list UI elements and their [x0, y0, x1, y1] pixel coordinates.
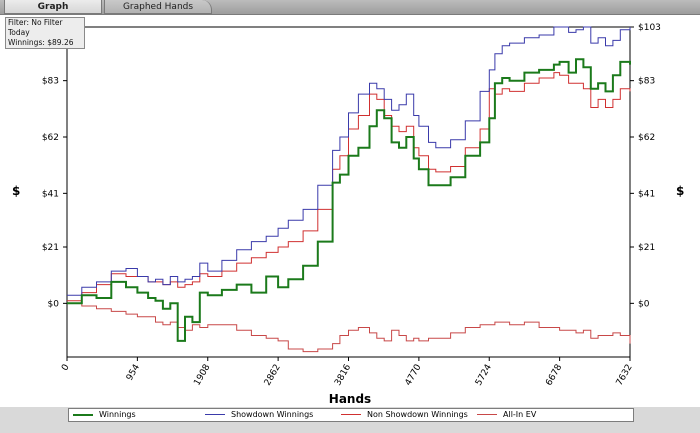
winnings-total: Winnings: $89.26	[8, 38, 74, 47]
y-tick-label-right: $0	[638, 299, 650, 309]
series	[67, 26, 631, 353]
legend-item-non-showdown: Non Showdown Winnings	[341, 409, 468, 421]
x-tick-label: 2862	[263, 363, 283, 388]
legend-item-winnings: Winnings	[73, 409, 136, 421]
series-line-winnings	[67, 58, 631, 342]
winnings-chart: 0 954 1908 2862 3816 4770 5724 6678 7632 $0 $0 $21 $…	[12, 23, 684, 406]
tab-graph[interactable]: Graph	[4, 0, 102, 14]
date-label: Today	[8, 28, 30, 37]
legend-item-showdown: Showdown Winnings	[205, 409, 313, 421]
legend-label: All-In EV	[503, 410, 537, 419]
y-tick-label-right: $103	[638, 23, 661, 33]
legend-label: Non Showdown Winnings	[367, 410, 468, 419]
legend-item-allin-ev: All-In EV	[477, 409, 536, 421]
y-tick-label-right: $62	[638, 133, 655, 143]
y-tick-label-right: $41	[638, 189, 655, 199]
tab-graphed-hands[interactable]: Graphed Hands	[104, 0, 212, 14]
legend-swatch-non-showdown	[341, 414, 361, 415]
x-tick-label: 3816	[333, 363, 353, 388]
filter-info-box: Filter: No Filter Today Winnings: $89.26	[5, 17, 85, 49]
legend-swatch-winnings	[73, 413, 93, 416]
y-axis-label-left: $	[12, 184, 20, 198]
y-axis-label-right: $	[676, 184, 684, 198]
tab-bar: Graph Graphed Hands	[0, 0, 700, 15]
chart-area: 0 954 1908 2862 3816 4770 5724 6678 7632 $0 $0 $21 $…	[0, 15, 700, 407]
y-tick-label-left: $0	[48, 299, 60, 309]
x-tick-label: 1908	[192, 363, 212, 388]
x-axis-label: Hands	[329, 392, 371, 406]
series-line-showdown	[67, 26, 631, 296]
series-line-allin-ev	[67, 302, 631, 353]
x-tick-label: 4770	[404, 363, 424, 388]
y-tick-label-left: $41	[42, 189, 59, 199]
x-tick-label: 5724	[474, 363, 494, 388]
legend-swatch-allin-ev	[477, 414, 497, 415]
x-tick-label: 0	[60, 363, 72, 373]
y-tick-label-right: $83	[638, 77, 655, 87]
y-tick-label-left: $21	[42, 243, 59, 253]
x-tick-label: 954	[125, 363, 142, 383]
legend-label: Showdown Winnings	[231, 410, 314, 419]
legend-label: Winnings	[99, 410, 136, 419]
y-tick-label-left: $83	[42, 77, 59, 87]
chart-legend: Winnings Showdown Winnings Non Showdown …	[68, 408, 634, 422]
legend-swatch-showdown	[205, 414, 225, 415]
y-tick-label-left: $62	[42, 133, 59, 143]
plot-frame	[66, 26, 631, 358]
series-line-non-showdown	[67, 72, 631, 302]
y-tick-label-right: $21	[638, 243, 655, 253]
x-tick-label: 6678	[544, 363, 564, 388]
x-tick-label: 7632	[615, 363, 635, 388]
filter-label: Filter: No Filter	[8, 18, 63, 27]
axes	[63, 26, 634, 361]
